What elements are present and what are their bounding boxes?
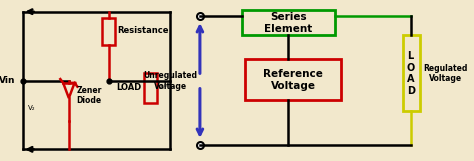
FancyBboxPatch shape: [245, 59, 341, 100]
Text: Zener
Diode: Zener Diode: [76, 85, 102, 105]
Text: Resistance: Resistance: [117, 26, 169, 35]
Text: Regulated
Voltage: Regulated Voltage: [423, 64, 467, 83]
FancyBboxPatch shape: [242, 10, 335, 35]
Text: Unregulated
Voltage: Unregulated Voltage: [143, 71, 197, 91]
FancyBboxPatch shape: [144, 73, 157, 103]
FancyBboxPatch shape: [102, 18, 115, 45]
FancyBboxPatch shape: [403, 35, 420, 111]
Text: V₂: V₂: [28, 104, 36, 111]
Text: Vin: Vin: [0, 76, 16, 85]
Text: Vₒᵁᵀ: Vₒᵁᵀ: [158, 85, 170, 90]
Text: LOAD: LOAD: [116, 83, 141, 92]
Text: Reference
Voltage: Reference Voltage: [263, 69, 323, 91]
Text: Series
Element: Series Element: [264, 12, 312, 34]
Text: L
O
A
D: L O A D: [407, 51, 415, 96]
